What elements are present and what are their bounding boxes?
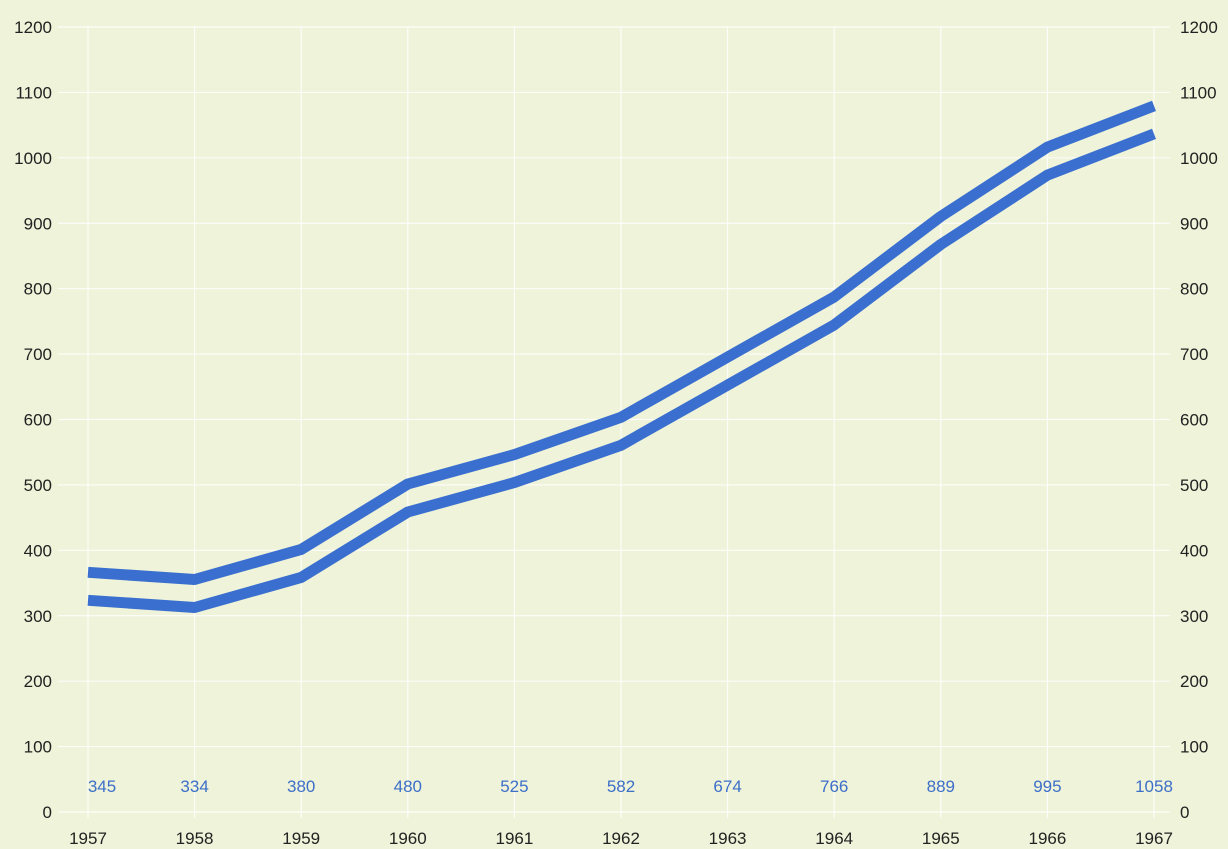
series-line — [87, 100, 1156, 614]
y-tick-label-left: 600 — [24, 411, 52, 430]
y-tick-label-right: 200 — [1180, 672, 1208, 691]
y-tick-label-right: 800 — [1180, 280, 1208, 299]
x-tick-label: 1962 — [602, 829, 640, 848]
y-tick-label-left: 0 — [43, 803, 52, 822]
y-tick-label-right: 0 — [1180, 803, 1189, 822]
y-tick-label-right: 900 — [1180, 214, 1208, 233]
y-tick-label-right: 300 — [1180, 607, 1208, 626]
y-tick-label-right: 600 — [1180, 411, 1208, 430]
y-tick-label-right: 500 — [1180, 476, 1208, 495]
y-tick-label-left: 700 — [24, 345, 52, 364]
x-tick-label: 1966 — [1028, 829, 1066, 848]
x-tick-label: 1958 — [176, 829, 214, 848]
x-tick-label: 1967 — [1135, 829, 1173, 848]
y-tick-label-left: 300 — [24, 607, 52, 626]
y-tick-label-right: 1200 — [1180, 18, 1218, 37]
series-band-lower — [87, 128, 1156, 614]
y-tick-label-left: 200 — [24, 672, 52, 691]
x-tick-label: 1959 — [282, 829, 320, 848]
y-tick-label-right: 1000 — [1180, 149, 1218, 168]
data-label: 889 — [927, 777, 955, 796]
data-label: 525 — [500, 777, 528, 796]
x-tick-label: 1964 — [815, 829, 853, 848]
x-tick-label: 1965 — [922, 829, 960, 848]
y-tick-label-left: 1000 — [14, 149, 52, 168]
data-label: 480 — [394, 777, 422, 796]
data-label: 334 — [180, 777, 208, 796]
y-tick-label-left: 1200 — [14, 18, 52, 37]
data-label: 995 — [1033, 777, 1061, 796]
series-band-upper — [87, 100, 1156, 586]
grid — [58, 26, 1170, 818]
y-tick-label-left: 100 — [24, 738, 52, 757]
data-label: 674 — [713, 777, 741, 796]
labels: 0 0 100 100 200 200 300 300 400 400 500 500 600 600 70… — [14, 18, 1218, 848]
y-tick-label-right: 100 — [1180, 738, 1208, 757]
x-tick-label: 1960 — [389, 829, 427, 848]
y-tick-label-left: 900 — [24, 214, 52, 233]
y-tick-label-left: 400 — [24, 541, 52, 560]
x-tick-label: 1957 — [69, 829, 107, 848]
y-tick-label-right: 700 — [1180, 345, 1208, 364]
x-tick-label: 1963 — [709, 829, 747, 848]
data-label: 582 — [607, 777, 635, 796]
y-tick-label-left: 500 — [24, 476, 52, 495]
y-tick-label-right: 1100 — [1180, 83, 1217, 102]
data-label: 380 — [287, 777, 315, 796]
x-tick-label: 1961 — [495, 829, 533, 848]
data-label: 1058 — [1135, 777, 1173, 796]
y-tick-label-right: 400 — [1180, 541, 1208, 560]
y-tick-label-left: 800 — [24, 280, 52, 299]
y-tick-label-left: 1100 — [15, 83, 52, 102]
data-label: 766 — [820, 777, 848, 796]
data-label: 345 — [88, 777, 116, 796]
